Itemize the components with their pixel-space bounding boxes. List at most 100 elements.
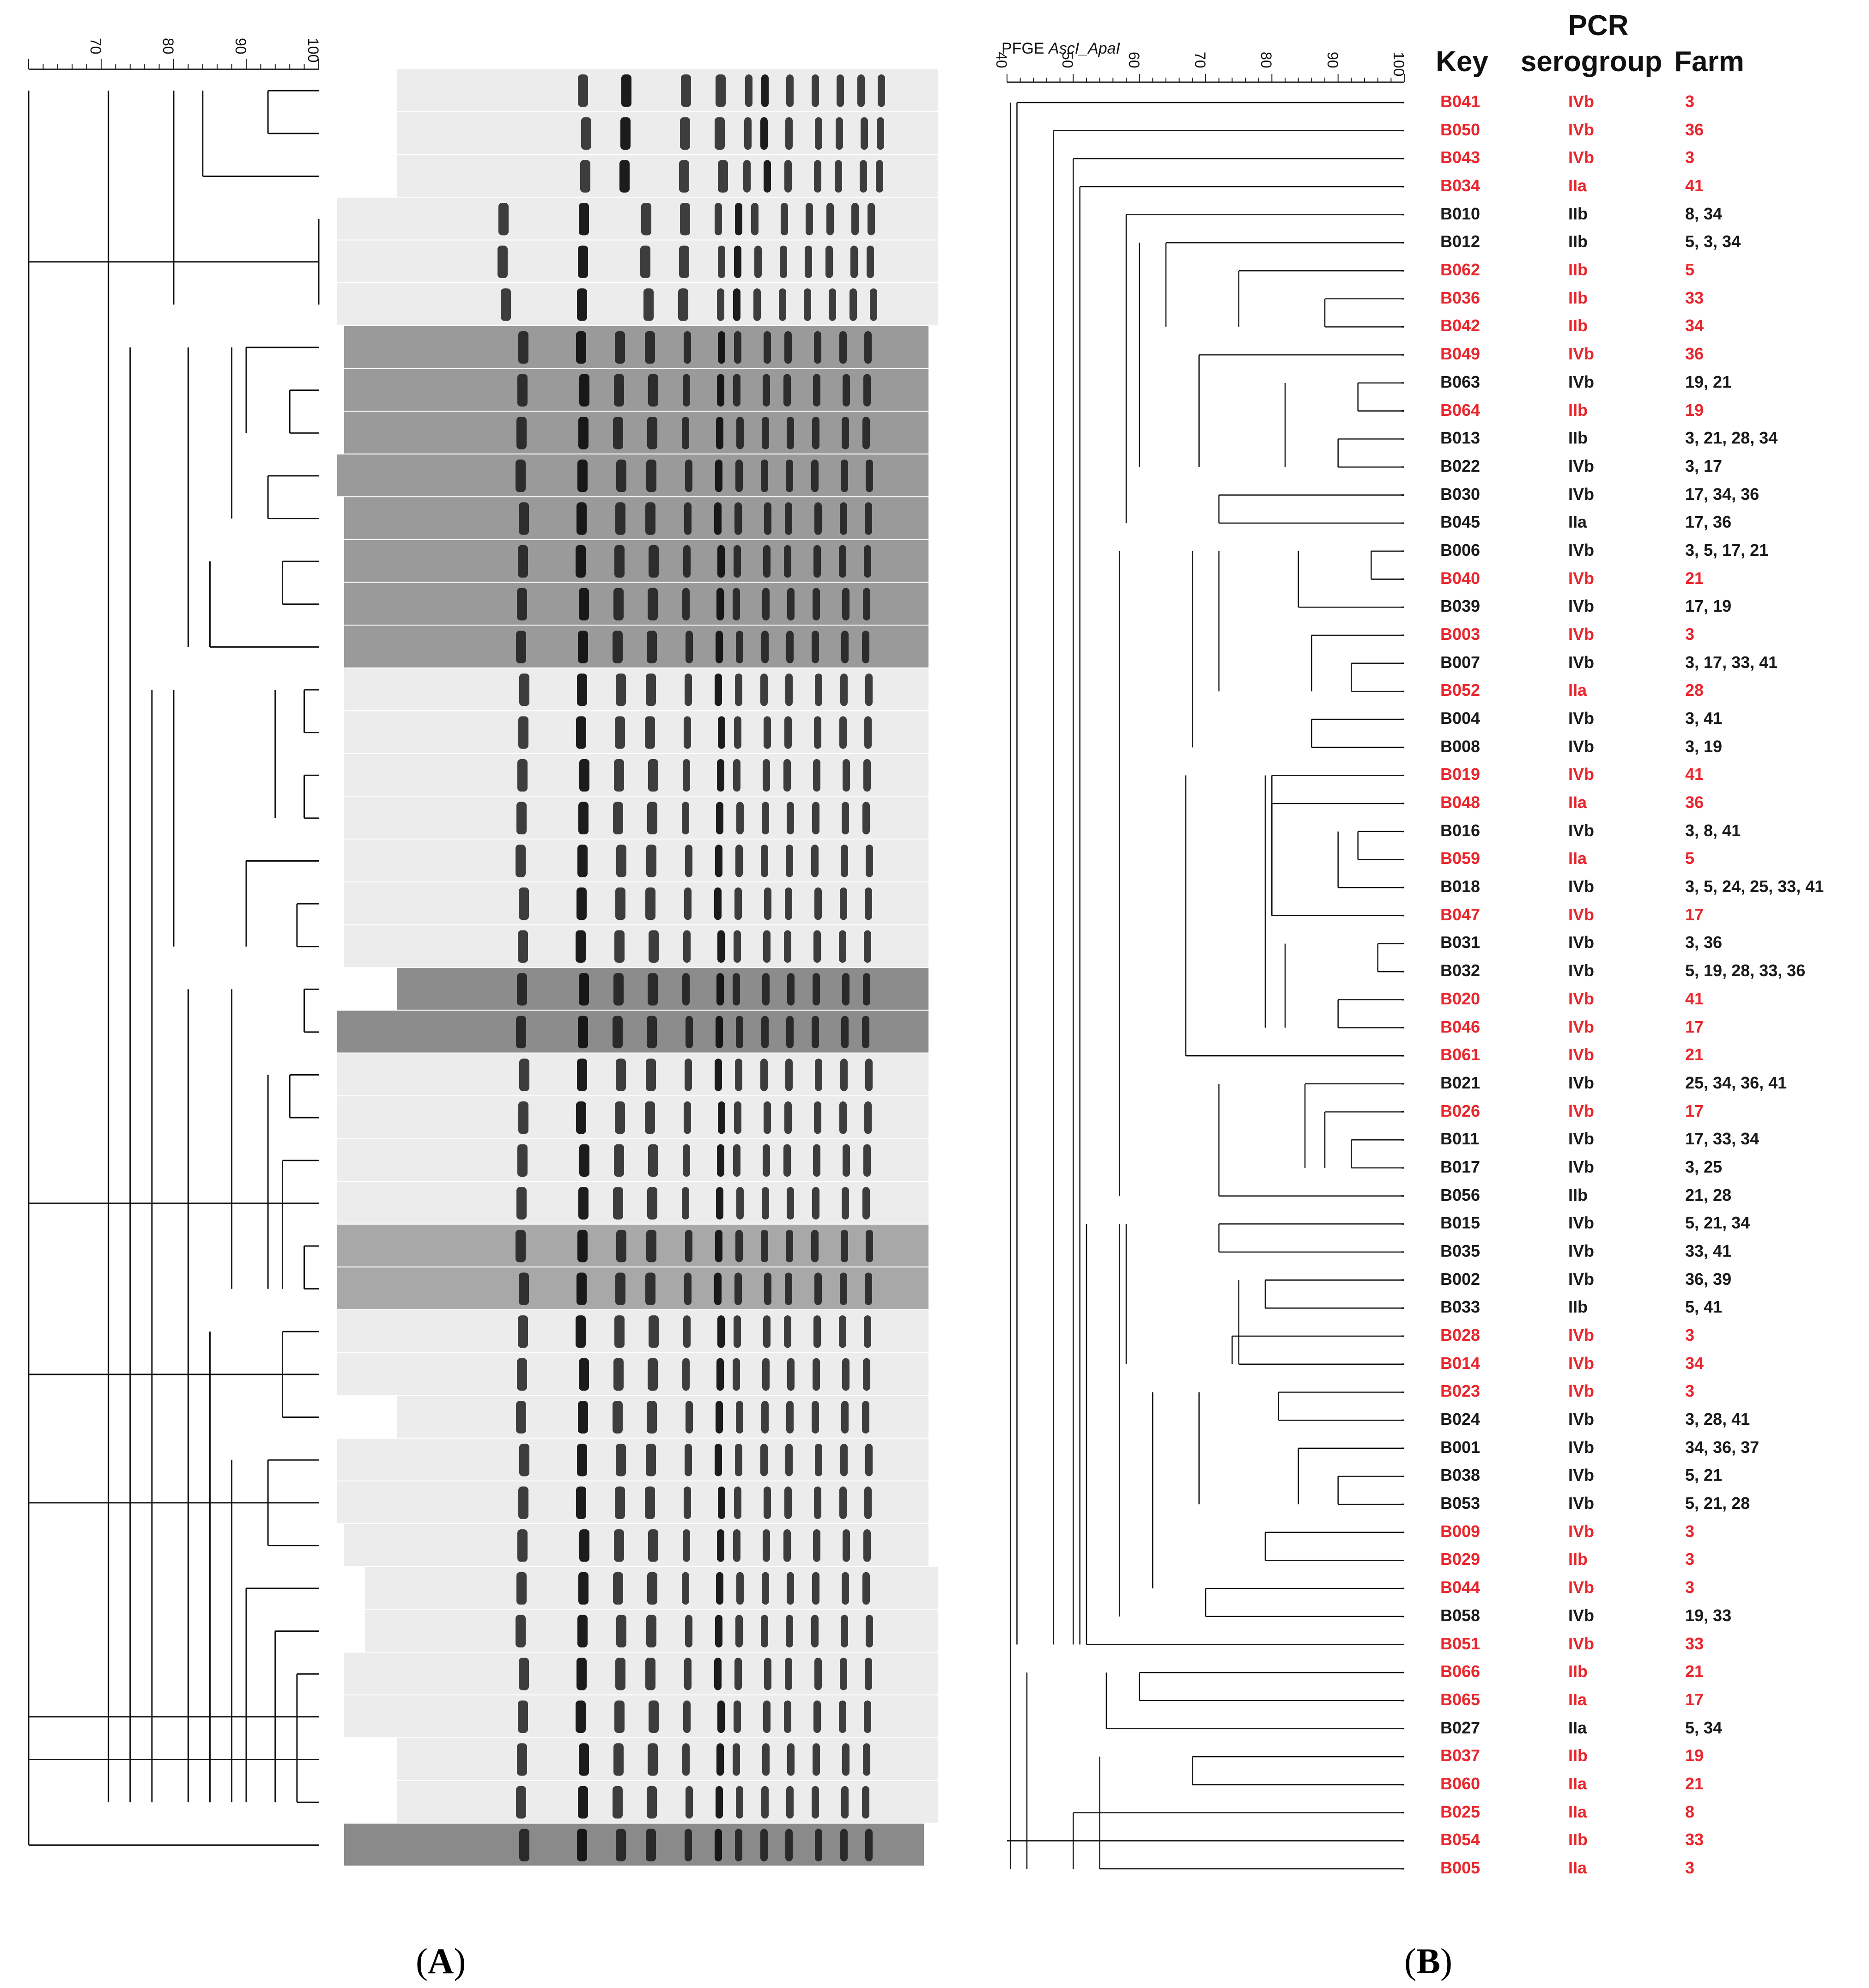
gel-band bbox=[786, 845, 793, 877]
gel-band bbox=[764, 887, 771, 920]
isolate-serogroup: IVb bbox=[1568, 1521, 1595, 1541]
gel-band bbox=[761, 1401, 769, 1434]
gel-band bbox=[763, 1144, 770, 1177]
gel-band bbox=[718, 245, 725, 278]
gel-band bbox=[615, 331, 625, 364]
gel-band bbox=[579, 374, 589, 407]
gel-band bbox=[648, 588, 658, 620]
gel-band bbox=[862, 1015, 869, 1049]
gel-band bbox=[811, 845, 819, 877]
isolate-farm: 17 bbox=[1685, 1101, 1704, 1120]
gel-band bbox=[518, 1315, 528, 1348]
isolate-key: B060 bbox=[1440, 1774, 1481, 1793]
gel-band bbox=[678, 288, 688, 321]
isolate-key: B009 bbox=[1440, 1521, 1481, 1541]
gel-band bbox=[839, 1486, 847, 1519]
isolate-farm: 17, 33, 34 bbox=[1685, 1129, 1760, 1149]
gel-band bbox=[840, 673, 848, 706]
gel-band bbox=[813, 930, 821, 963]
gel-band bbox=[683, 1315, 691, 1348]
gel-band bbox=[615, 502, 625, 535]
gel-band bbox=[685, 1229, 692, 1263]
pfge-prefix: PFGE bbox=[1001, 40, 1044, 57]
isolate-key: B061 bbox=[1440, 1045, 1481, 1064]
gel-lane bbox=[337, 1010, 928, 1053]
gel-band bbox=[643, 288, 654, 321]
header-pcr: PCR bbox=[1568, 10, 1629, 42]
isolate-key: B056 bbox=[1440, 1185, 1481, 1204]
gel-band bbox=[646, 1615, 656, 1648]
gel-band bbox=[783, 759, 791, 792]
gel-band bbox=[615, 887, 625, 920]
isolate-serogroup: IIa bbox=[1568, 793, 1587, 812]
panel-label-a: (A) bbox=[416, 1941, 466, 1981]
isolate-farm: 3 bbox=[1685, 92, 1695, 111]
gel-band bbox=[762, 973, 770, 1006]
gel-band bbox=[761, 74, 769, 107]
gel-lane bbox=[344, 1652, 938, 1695]
gel-lane bbox=[397, 968, 928, 1010]
gel-band bbox=[518, 331, 528, 364]
isolate-key: B034 bbox=[1440, 176, 1481, 195]
gel-band bbox=[735, 202, 742, 236]
gel-band bbox=[862, 802, 870, 835]
gel-band bbox=[613, 973, 624, 1006]
isolate-serogroup: IVb bbox=[1568, 1605, 1595, 1625]
gel-band bbox=[683, 1700, 691, 1733]
isolate-farm: 3, 5, 17, 21 bbox=[1685, 540, 1769, 559]
gel-lane bbox=[344, 882, 928, 924]
gel-band bbox=[647, 631, 657, 663]
isolate-serogroup: IVb bbox=[1568, 989, 1595, 1008]
gel-band bbox=[716, 802, 723, 835]
gel-band bbox=[785, 887, 792, 920]
gel-band bbox=[519, 1658, 529, 1690]
isolate-serogroup: IVb bbox=[1568, 1634, 1595, 1653]
isolate-farm: 36 bbox=[1685, 344, 1704, 364]
gel-band bbox=[814, 1658, 822, 1690]
gel-lane bbox=[344, 839, 928, 882]
isolate-farm: 3, 5, 24, 25, 33, 41 bbox=[1685, 877, 1824, 896]
gel-lane bbox=[397, 112, 938, 154]
gel-band bbox=[519, 1272, 529, 1305]
gel-band bbox=[815, 1058, 822, 1091]
gel-band bbox=[645, 716, 655, 749]
isolate-farm: 3 bbox=[1685, 1858, 1695, 1877]
gel-band bbox=[716, 588, 724, 620]
isolate-serogroup: IVb bbox=[1568, 1241, 1595, 1260]
gel-band bbox=[762, 1187, 769, 1220]
isolate-key: B041 bbox=[1440, 92, 1481, 111]
isolate-farm: 17 bbox=[1685, 905, 1704, 924]
gel-band bbox=[613, 1358, 624, 1391]
gel-lane bbox=[344, 711, 928, 753]
gel-band bbox=[615, 716, 625, 749]
isolate-serogroup: IIa bbox=[1568, 1858, 1587, 1877]
gel-band bbox=[516, 1229, 526, 1263]
gel-lane bbox=[337, 1096, 928, 1138]
gel-band bbox=[683, 374, 690, 407]
gel-band bbox=[864, 1700, 871, 1733]
gel-band bbox=[684, 331, 691, 364]
gel-band bbox=[733, 374, 740, 407]
gel-band bbox=[784, 1486, 792, 1519]
isolate-serogroup: IIa bbox=[1568, 849, 1587, 868]
gel-band bbox=[647, 1187, 657, 1220]
gel-band bbox=[733, 1358, 740, 1391]
isolate-serogroup: IIb bbox=[1568, 316, 1588, 335]
isolate-key: B024 bbox=[1440, 1410, 1481, 1429]
gel-band bbox=[682, 1572, 689, 1605]
gel-band bbox=[715, 1829, 722, 1861]
gel-band bbox=[716, 417, 723, 450]
isolate-serogroup: IVb bbox=[1568, 877, 1595, 896]
gel-band bbox=[717, 1315, 725, 1348]
gel-band bbox=[839, 331, 847, 364]
gel-band bbox=[764, 331, 771, 364]
gel-band bbox=[516, 1615, 526, 1648]
gel-band bbox=[716, 1786, 723, 1819]
isolate-serogroup: IVb bbox=[1568, 1101, 1595, 1120]
gel-band bbox=[764, 1658, 771, 1690]
gel-band bbox=[714, 502, 722, 535]
gel-band bbox=[841, 1786, 849, 1819]
isolate-key: B035 bbox=[1440, 1241, 1481, 1260]
gel-band bbox=[716, 631, 723, 663]
